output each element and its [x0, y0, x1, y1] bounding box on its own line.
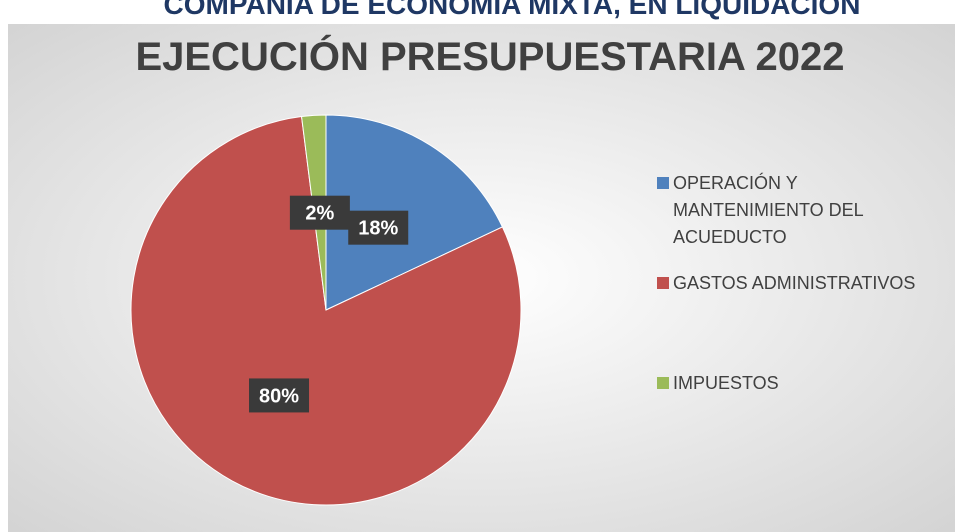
- legend-swatch: [657, 177, 669, 189]
- data-label-box: [249, 378, 310, 413]
- header: COMPAÑÍA DE ECONOMÍA MIXTA, EN LIQUIDACI…: [164, 0, 861, 20]
- pie-slice: [130, 115, 522, 506]
- data-label: 2%: [305, 203, 334, 225]
- legend-label: IMPUESTOS: [673, 373, 779, 393]
- pie-slice: [325, 114, 504, 311]
- legend-item: IMPUESTOS: [657, 370, 947, 397]
- data-label: 18%: [358, 218, 398, 240]
- chart-title: EJECUCIÓN PRESUPUESTARIA 2022: [135, 33, 844, 79]
- legend-item: GASTOS ADMINISTRATIVOS: [657, 270, 947, 297]
- legend-label: GASTOS ADMINISTRATIVOS: [673, 273, 916, 293]
- legend-swatch: [657, 377, 669, 389]
- legend-swatch: [657, 277, 669, 289]
- data-label-box: [289, 195, 350, 230]
- legend-label: OPERACIÓN Y MANTENIMIENTO DEL ACUEDUCTO: [673, 173, 864, 247]
- legend-item: OPERACIÓN Y MANTENIMIENTO DEL ACUEDUCTO: [657, 170, 947, 251]
- data-label-box: [348, 210, 409, 245]
- data-label: 80%: [259, 385, 299, 407]
